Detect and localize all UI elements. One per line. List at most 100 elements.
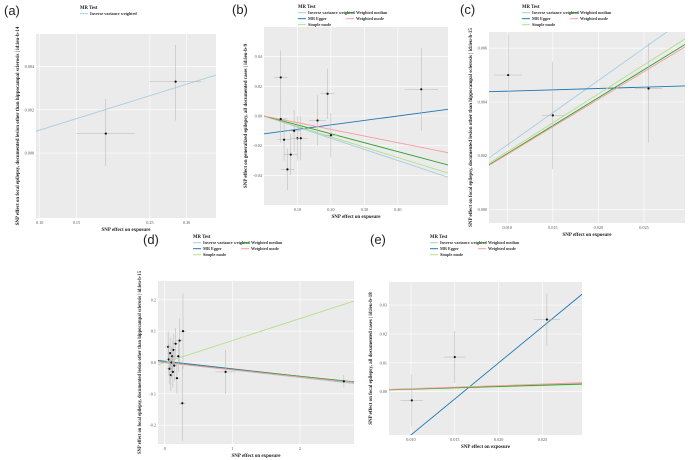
data-point — [545, 318, 549, 321]
x-tick-label: 0.015 — [548, 225, 557, 230]
data-point — [104, 132, 107, 135]
panel-label-c: (c) — [460, 2, 476, 17]
chart-panel-c: 0.010 0.015 0.020 0.025 0.000 0.002 0.004 0.006… — [469, 5, 685, 238]
regression-line-wmode — [264, 115, 448, 154]
legend-label-ivw: Inverse variance weighted — [203, 240, 250, 245]
y-tick-label: -0.02 — [253, 143, 262, 148]
y-axis-label: SNP effect on generalized epilepsy, all … — [244, 43, 249, 188]
x-tick-label: 0.30 — [183, 220, 190, 225]
legend-label-egger: MR Egger — [308, 16, 327, 21]
legend-title: MR Test — [522, 5, 540, 10]
y-tick-label: 0.04 — [255, 54, 263, 59]
data-point — [279, 117, 282, 121]
chart-panel-b: 0.10 0.20 0.30 0.40 -0.04 -0.02 0.00 0.02 0.04 SN… — [244, 5, 448, 220]
data-point — [171, 370, 174, 374]
data-point — [293, 129, 296, 132]
x-tick-label: 0.010 — [503, 225, 512, 230]
legend-label-ivw: Inverse variance weighted — [532, 10, 579, 15]
plot-area — [36, 44, 216, 167]
legend-label-ivw: Inverse variance weighted — [308, 10, 355, 15]
x-tick-label: 0.10 — [36, 220, 43, 225]
plot-background — [36, 34, 216, 218]
y-axis-label: SNP effect on focal epilepsy, documented… — [469, 28, 474, 227]
x-tick-label: 1 — [231, 446, 233, 451]
regression-line-wmedian — [389, 383, 582, 391]
data-point — [177, 355, 180, 358]
legend-label-wmedian: Weighted median — [356, 10, 388, 15]
y-tick-label: 0.002 — [25, 107, 34, 112]
chart-panel-d: 0 1 2 -0.2 -0.1 0.0 0.1 0.2 SNP effect on exposu… — [138, 235, 354, 459]
y-tick-label: 0.03 — [380, 303, 387, 308]
data-point — [178, 339, 181, 342]
x-tick-label: 0.25 — [146, 220, 153, 225]
x-tick-label: 0.015 — [450, 437, 459, 442]
legend-label-egger: MR Egger — [440, 246, 459, 251]
x-tick-label: 0.15 — [73, 220, 80, 225]
chart-panel-e: 0.010 0.015 0.020 0.025 0.00 0.01 0.02 0.03 SNP … — [369, 235, 582, 450]
y-tick-label: 0.000 — [478, 207, 487, 212]
legend-label-wmode: Weighted mode — [488, 246, 516, 251]
y-tick-label: 0.0 — [151, 360, 156, 365]
x-axis-label: SNP effect on exposure — [102, 228, 152, 233]
legend-label-egger: MR Egger — [532, 16, 551, 21]
data-point — [410, 399, 413, 402]
data-point — [507, 73, 510, 77]
data-point — [174, 80, 177, 83]
panel-label-d: (d) — [143, 232, 159, 247]
data-point — [174, 342, 177, 345]
regression-line-wmode — [158, 361, 354, 384]
y-tick-label: 0.01 — [380, 360, 387, 365]
x-axis-label: SNP effect on exposure — [563, 233, 613, 238]
regression-line-wmedian — [264, 115, 448, 166]
y-tick-label: 0.004 — [25, 64, 35, 69]
x-tick-label: 0.025 — [538, 437, 547, 442]
legend-title: MR Test — [430, 235, 448, 240]
x-tick-label: 0.40 — [394, 207, 401, 212]
x-tick-label: 0 — [164, 446, 166, 451]
regression-line-egger — [489, 85, 685, 93]
chart-panel-a: 0.10 0.15 0.25 0.30 0.000 0.002 0.004 SNP effec… — [16, 6, 216, 233]
data-point — [316, 119, 319, 122]
plot-background — [389, 282, 582, 435]
x-tick-label: 0.020 — [594, 225, 603, 230]
legend-label-wmedian: Weighted median — [251, 240, 283, 245]
legend-label-simple: Simple mode — [440, 252, 463, 257]
panel-label-a: (a) — [4, 3, 20, 18]
x-tick-label: 0.020 — [494, 437, 503, 442]
regression-line-wmode — [389, 382, 582, 390]
regression-line-simple — [158, 300, 354, 366]
legend-label-ivw: Inverse variance weighted — [440, 240, 487, 245]
y-tick-label: -0.2 — [149, 423, 156, 428]
y-tick-label: 0.02 — [380, 331, 387, 336]
y-tick-label: 0.000 — [25, 151, 34, 156]
data-point — [279, 76, 282, 79]
x-tick-label: 0.025 — [639, 225, 648, 230]
x-tick-label: 0.010 — [406, 437, 415, 442]
y-tick-label: -0.04 — [253, 173, 263, 178]
data-point — [342, 380, 345, 383]
plot-area — [389, 293, 582, 435]
y-tick-label: 0.006 — [478, 46, 487, 51]
y-tick-label: 0.1 — [151, 329, 156, 334]
x-axis-label: SNP effect on exposure — [232, 454, 282, 459]
data-point — [289, 153, 292, 156]
data-point — [224, 370, 227, 374]
y-tick-label: 0.002 — [478, 153, 487, 158]
data-point — [326, 92, 329, 95]
regression-line-simple — [264, 115, 448, 174]
data-point — [647, 87, 650, 90]
regression-line-egger — [264, 108, 448, 135]
regression-line-ivw — [264, 115, 448, 178]
legend-label-wmode: Weighted mode — [356, 16, 384, 21]
y-tick-label: 0.2 — [151, 297, 156, 302]
x-tick-label: 0.20 — [327, 207, 334, 212]
y-tick-label: 0.004 — [478, 99, 488, 104]
regression-line-wmedian — [489, 44, 685, 166]
y-tick-label: 0.00 — [255, 114, 262, 119]
